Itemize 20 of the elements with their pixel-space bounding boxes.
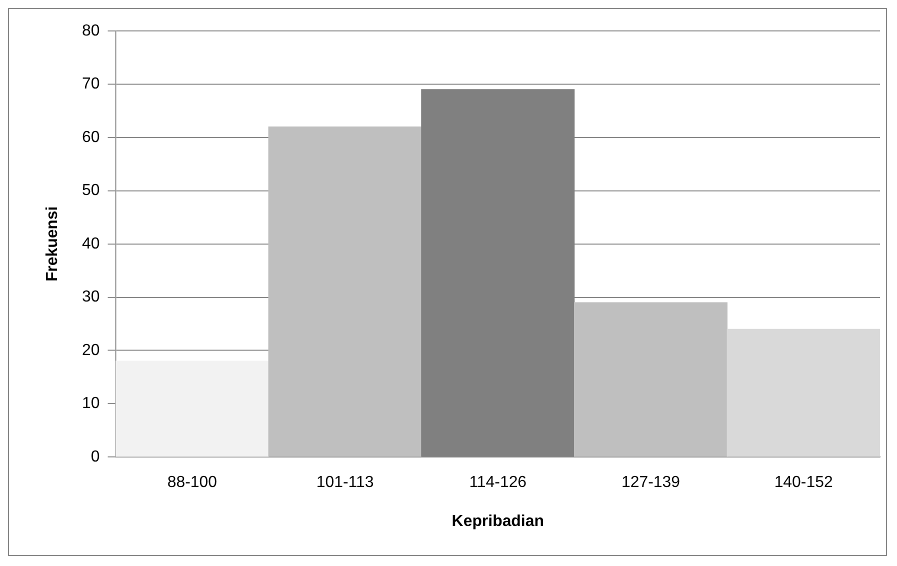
y-tick-label: 0: [90, 448, 100, 466]
y-tick-label: 80: [82, 22, 100, 40]
x-tick-label: 101-113: [316, 474, 374, 491]
bar: [116, 360, 269, 457]
bar: [726, 328, 880, 457]
x-axis-title: Kepribadian: [452, 512, 544, 530]
y-tick-label: 10: [82, 395, 100, 412]
x-tick-label: 114-126: [469, 474, 527, 491]
y-tick-label: 60: [82, 128, 100, 146]
y-tick-label: 40: [82, 235, 100, 252]
y-tick-label: 50: [82, 182, 100, 200]
y-axis-title: Frekuensi: [44, 206, 61, 282]
y-tick-label: 70: [82, 76, 100, 93]
x-tick-label: 140-152: [774, 474, 833, 491]
y-tick-label: 30: [82, 288, 100, 306]
y-tick-label: 20: [82, 342, 100, 359]
x-tick-label: 88-100: [167, 474, 218, 491]
bar: [268, 126, 422, 457]
bar: [574, 302, 728, 457]
x-tick-label: 127-139: [621, 474, 680, 491]
